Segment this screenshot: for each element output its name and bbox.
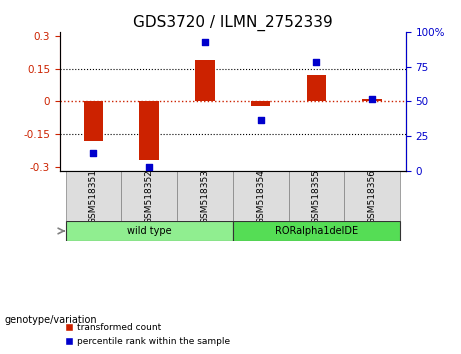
Text: GSM518356: GSM518356 [368,169,377,224]
Point [146,164,153,170]
FancyBboxPatch shape [289,171,344,221]
Text: GSM518353: GSM518353 [201,169,209,224]
FancyBboxPatch shape [65,221,233,241]
Bar [307,75,326,102]
Legend: transformed count, percentile rank within the sample: transformed count, percentile rank withi… [65,324,230,346]
Bar [83,102,103,141]
FancyBboxPatch shape [233,171,289,221]
Text: GSM518352: GSM518352 [145,169,154,224]
Point [257,117,264,122]
Point [90,150,97,156]
FancyBboxPatch shape [121,171,177,221]
Point [201,39,209,45]
Text: genotype/variation: genotype/variation [5,315,97,325]
Text: GSM518351: GSM518351 [89,169,98,224]
Bar [251,102,271,106]
Bar [362,99,382,102]
Text: wild type: wild type [127,226,171,236]
Text: GSM518354: GSM518354 [256,169,265,224]
Bar [139,102,159,160]
FancyBboxPatch shape [233,221,400,241]
Point [368,96,376,102]
Point [313,60,320,65]
Title: GDS3720 / ILMN_2752339: GDS3720 / ILMN_2752339 [133,14,333,30]
Text: GSM518355: GSM518355 [312,169,321,224]
Bar [195,60,215,102]
FancyBboxPatch shape [177,171,233,221]
Text: RORalpha1delDE: RORalpha1delDE [275,226,358,236]
FancyBboxPatch shape [65,171,121,221]
FancyBboxPatch shape [344,171,400,221]
